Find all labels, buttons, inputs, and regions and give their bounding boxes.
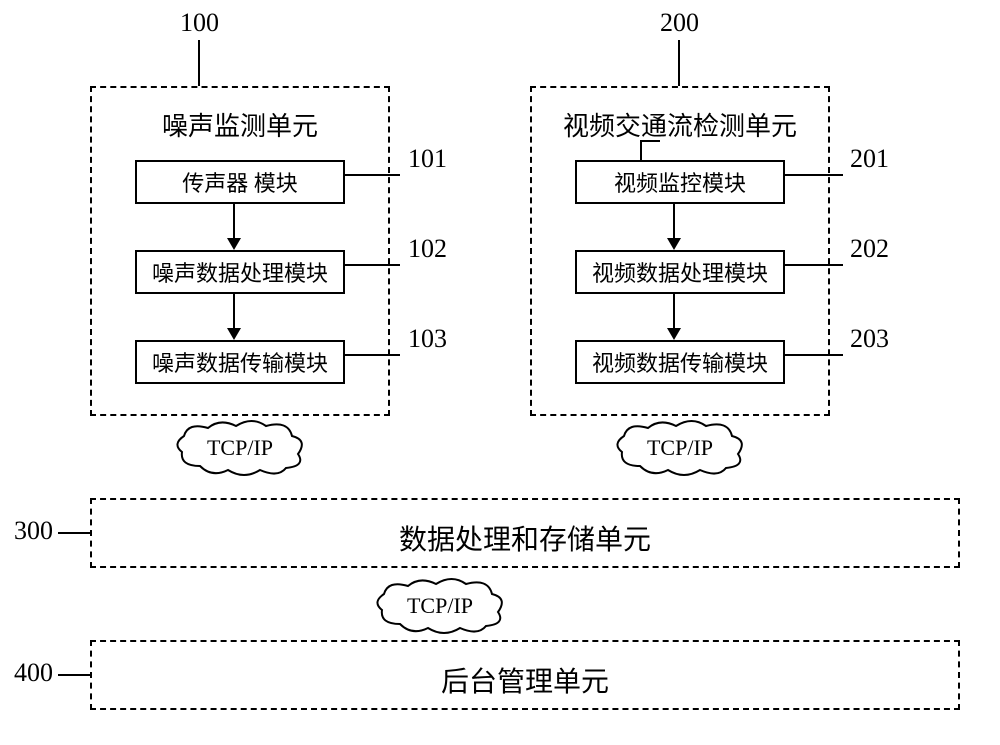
noise-data-trans-module: 噪声数据传输模块 [135,340,345,384]
ref-400: 400 [14,658,53,688]
tcpip-cloud-right: TCP/IP [610,418,750,478]
video-monitor-module: 视频监控模块 [575,160,785,204]
ref-201: 201 [850,144,889,174]
noise-data-proc-module: 噪声数据处理模块 [135,250,345,294]
leader-203 [785,354,843,356]
ref-100: 100 [180,8,219,38]
ref-202: 202 [850,234,889,264]
leader-200 [678,40,680,86]
video-data-proc-label: 视频数据处理模块 [592,256,768,288]
video-monitor-label: 视频监控模块 [614,166,746,198]
video-unit-title: 视频交通流检测单元 [532,106,828,143]
tcpip-cloud-right-label: TCP/IP [647,435,713,461]
leader-201-hook-h [640,140,660,142]
ref-102: 102 [408,234,447,264]
video-data-proc-module: 视频数据处理模块 [575,250,785,294]
backend-management-unit: 后台管理单元 [90,640,960,710]
leader-101 [345,174,400,176]
ref-300: 300 [14,516,53,546]
data-proc-storage-unit: 数据处理和存储单元 [90,498,960,568]
video-data-trans-label: 视频数据传输模块 [592,346,768,378]
leader-102 [345,264,400,266]
unit300-title: 数据处理和存储单元 [92,518,958,558]
leader-201 [640,140,642,160]
leader-201b [785,174,843,176]
microphone-module-label: 传声器 模块 [182,166,298,198]
ref-203: 203 [850,324,889,354]
noise-unit-title: 噪声监测单元 [92,106,388,143]
tcpip-cloud-mid: TCP/IP [370,576,510,636]
leader-300 [58,532,90,534]
noise-data-proc-label: 噪声数据处理模块 [152,256,328,288]
ref-101: 101 [408,144,447,174]
leader-400 [58,674,90,676]
leader-202 [785,264,843,266]
video-data-trans-module: 视频数据传输模块 [575,340,785,384]
tcpip-cloud-left: TCP/IP [170,418,310,478]
noise-data-trans-label: 噪声数据传输模块 [152,346,328,378]
leader-100 [198,40,200,86]
unit400-title: 后台管理单元 [92,660,958,700]
tcpip-cloud-left-label: TCP/IP [207,435,273,461]
leader-103 [345,354,400,356]
microphone-module: 传声器 模块 [135,160,345,204]
tcpip-cloud-mid-label: TCP/IP [407,593,473,619]
ref-103: 103 [408,324,447,354]
ref-200: 200 [660,8,699,38]
